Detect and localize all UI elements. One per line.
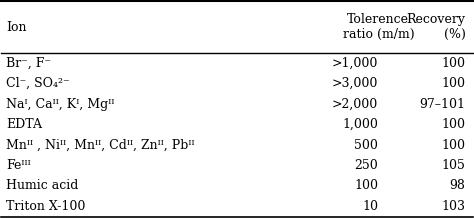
- Text: 105: 105: [442, 159, 465, 172]
- Text: EDTA: EDTA: [6, 118, 42, 131]
- Text: Naᴵ, Caᴵᴵ, Kᴵ, Mgᴵᴵ: Naᴵ, Caᴵᴵ, Kᴵ, Mgᴵᴵ: [6, 98, 115, 111]
- Text: Ion: Ion: [6, 21, 27, 34]
- Text: 100: 100: [442, 77, 465, 90]
- Text: 500: 500: [355, 139, 378, 152]
- Text: 1,000: 1,000: [343, 118, 378, 131]
- Text: >1,000: >1,000: [332, 57, 378, 70]
- Text: 100: 100: [442, 118, 465, 131]
- Text: >3,000: >3,000: [332, 77, 378, 90]
- Text: 100: 100: [355, 179, 378, 192]
- Text: 97–101: 97–101: [419, 98, 465, 111]
- Text: 250: 250: [355, 159, 378, 172]
- Text: Mnᴵᴵ , Niᴵᴵ, Mnᴵᴵ, Cdᴵᴵ, Znᴵᴵ, Pbᴵᴵ: Mnᴵᴵ , Niᴵᴵ, Mnᴵᴵ, Cdᴵᴵ, Znᴵᴵ, Pbᴵᴵ: [6, 139, 195, 152]
- Text: 103: 103: [442, 200, 465, 213]
- Text: Recovery
(%): Recovery (%): [407, 13, 465, 41]
- Text: Tolerence
ratio (m/m): Tolerence ratio (m/m): [343, 13, 414, 41]
- Text: >2,000: >2,000: [332, 98, 378, 111]
- Text: Humic acid: Humic acid: [6, 179, 79, 192]
- Text: 98: 98: [450, 179, 465, 192]
- Text: Br⁻, F⁻: Br⁻, F⁻: [6, 57, 51, 70]
- Text: 100: 100: [442, 139, 465, 152]
- Text: 10: 10: [362, 200, 378, 213]
- Text: 100: 100: [442, 57, 465, 70]
- Text: Cl⁻, SO₄²⁻: Cl⁻, SO₄²⁻: [6, 77, 70, 90]
- Text: Feᴵᴵᴵ: Feᴵᴵᴵ: [6, 159, 31, 172]
- Text: Triton X-100: Triton X-100: [6, 200, 85, 213]
